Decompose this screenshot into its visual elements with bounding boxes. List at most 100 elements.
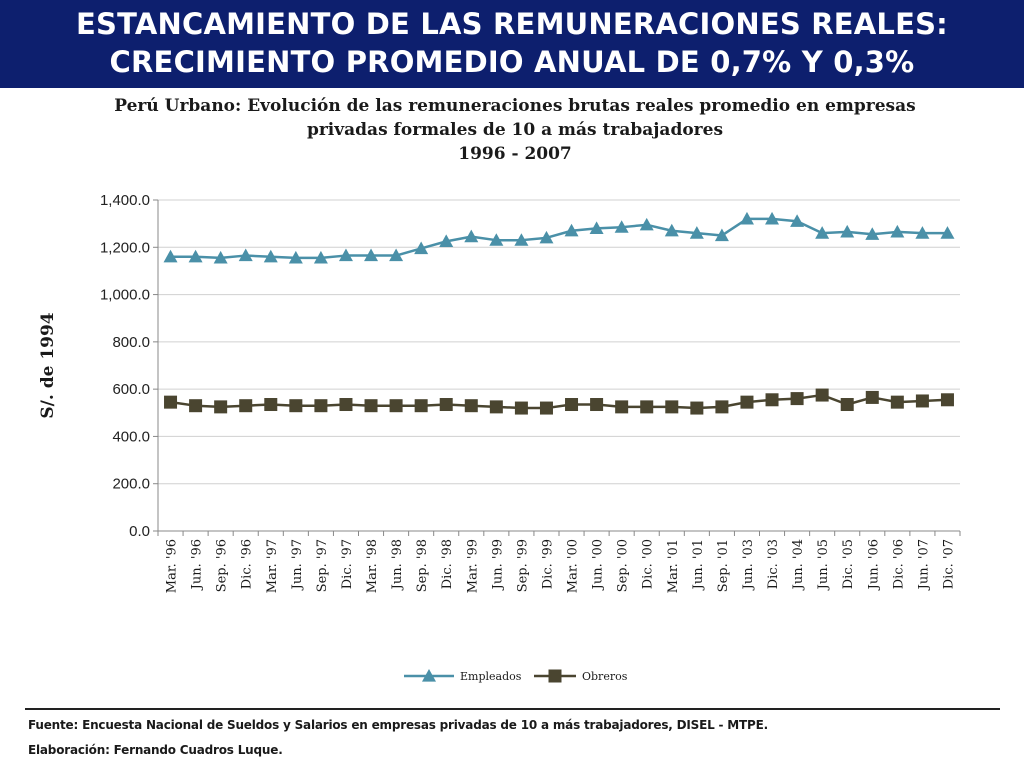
x-tick-label: Sep. '01 [716, 539, 731, 592]
data-point-empleados [313, 250, 328, 264]
y-tick-label: 1,000.0 [100, 287, 150, 304]
chart-title-line-2: privadas formales de 10 a más trabajador… [306, 120, 724, 140]
data-point-empleados [614, 220, 629, 233]
y-tick-label: 400.0 [112, 428, 150, 445]
x-tick-label: Mar. '00 [566, 539, 581, 593]
data-point-empleados [364, 248, 379, 262]
data-point-obreros [364, 399, 378, 413]
data-point-empleados [439, 234, 454, 247]
slide-header: ESTANCAMIENTO DE LAS REMUNERACIONES REAL… [0, 0, 1024, 88]
x-tick-label: Sep. '00 [616, 539, 631, 592]
data-point-obreros [439, 398, 453, 412]
y-axis-title: S/. de 1994 [38, 312, 58, 418]
data-point-obreros [289, 399, 303, 413]
footer-credit: Elaboración: Fernando Cuadros Luque. [28, 743, 283, 757]
data-point-obreros [539, 401, 553, 415]
x-tick-label: Mar. '98 [365, 539, 380, 593]
x-tick-label: Dic. '06 [891, 539, 906, 589]
data-point-obreros [890, 395, 904, 409]
data-point-obreros [765, 393, 779, 407]
data-point-obreros [339, 398, 353, 412]
data-point-obreros [565, 398, 579, 412]
y-tick-label: 800.0 [112, 334, 150, 351]
data-point-obreros [214, 400, 228, 414]
data-point-empleados [188, 249, 203, 263]
data-point-obreros [164, 395, 178, 409]
x-tick-label: Dic. '07 [941, 539, 956, 589]
x-tick-label: Jun. '99 [490, 539, 505, 591]
legend-label-obreros: Obreros [582, 670, 628, 683]
data-point-obreros [840, 398, 854, 412]
chart-title: Perú Urbano: Evolución de las remuneraci… [40, 94, 990, 166]
data-point-empleados [213, 250, 228, 264]
y-tick-label: 1,200.0 [100, 239, 150, 256]
data-point-obreros [915, 394, 929, 408]
data-point-empleados [288, 250, 303, 264]
data-point-obreros [665, 400, 679, 414]
data-point-obreros [740, 395, 754, 409]
data-point-empleados [539, 230, 554, 244]
data-point-empleados [389, 248, 404, 262]
data-point-empleados [840, 224, 855, 238]
x-tick-label: Mar. '97 [265, 539, 280, 593]
series-line-obreros [170, 393, 948, 410]
x-tick-label: Dic. '98 [440, 539, 455, 589]
data-point-obreros [314, 399, 328, 413]
y-tick-label: 200.0 [112, 476, 150, 493]
data-point-obreros [640, 400, 654, 414]
data-point-empleados [915, 226, 930, 239]
data-point-obreros [690, 401, 704, 415]
data-point-obreros [615, 400, 629, 414]
data-point-empleados [815, 226, 830, 239]
x-tick-label: Mar. '99 [465, 539, 480, 593]
x-tick-label: Sep. '99 [515, 539, 530, 592]
data-point-obreros [264, 398, 278, 412]
y-tick-label: 600.0 [112, 381, 150, 398]
data-point-empleados [263, 249, 278, 263]
data-point-empleados [338, 248, 353, 262]
data-point-empleados [739, 211, 754, 225]
data-point-empleados [414, 241, 429, 255]
x-tick-label: Jun. '04 [791, 539, 806, 591]
series-line-empleados [170, 217, 948, 260]
chart-title-line-1: Perú Urbano: Evolución de las remuneraci… [114, 96, 916, 116]
data-point-empleados [664, 223, 679, 237]
x-tick-label: Jun. '01 [691, 539, 706, 591]
x-tick-label: Jun. '00 [591, 539, 606, 591]
data-point-obreros [865, 390, 879, 404]
data-point-empleados [765, 211, 780, 225]
chart-title-line-3: 1996 - 2007 [458, 144, 572, 164]
x-tick-label: Jun. '03 [741, 539, 756, 591]
y-tick-label: 1,400.0 [100, 192, 150, 209]
data-point-empleados [639, 217, 654, 231]
data-point-empleados [714, 228, 729, 242]
data-point-empleados [589, 221, 604, 234]
data-point-empleados [489, 233, 504, 246]
x-tick-label: Dic. '99 [540, 539, 555, 589]
x-tick-label: Sep. '98 [415, 539, 430, 592]
footer-divider [25, 708, 1000, 710]
legend-label-empleados: Empleados [460, 670, 522, 683]
data-point-obreros [414, 399, 428, 413]
data-point-empleados [464, 229, 479, 243]
x-tick-label: Jun. '97 [290, 539, 305, 591]
data-point-obreros [790, 392, 804, 406]
header-line-2: CRECIMIENTO PROMEDIO ANUAL DE 0,7% Y 0,3… [109, 45, 915, 79]
x-tick-label: Dic. '03 [766, 539, 781, 589]
x-tick-label: Mar. '01 [666, 539, 681, 593]
data-point-empleados [790, 214, 805, 227]
legend-marker-obreros [548, 669, 562, 683]
x-tick-label: Sep. '96 [215, 539, 230, 592]
y-tick-label: 0.0 [129, 523, 150, 540]
x-tick-label: Mar. '96 [165, 539, 180, 593]
data-point-empleados [564, 223, 579, 237]
data-point-obreros [389, 399, 403, 413]
data-point-empleados [890, 224, 905, 238]
x-tick-label: Jun. '05 [816, 539, 831, 591]
data-point-obreros [815, 388, 829, 402]
x-tick-label: Dic. '96 [240, 539, 255, 589]
footer: Fuente: Encuesta Nacional de Sueldos y S… [28, 713, 1008, 763]
x-tick-label: Jun. '96 [190, 539, 205, 591]
data-point-obreros [940, 393, 954, 407]
